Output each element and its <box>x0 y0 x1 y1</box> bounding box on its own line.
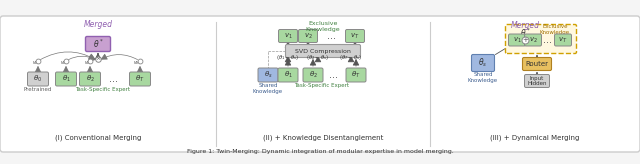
Text: $v_T$: $v_T$ <box>350 31 360 41</box>
Text: Merged: Merged <box>511 21 540 30</box>
Text: ...: ... <box>328 70 337 80</box>
FancyBboxPatch shape <box>346 30 365 42</box>
FancyBboxPatch shape <box>28 72 49 86</box>
FancyBboxPatch shape <box>303 68 323 82</box>
FancyBboxPatch shape <box>525 74 550 88</box>
Text: ...: ... <box>109 74 118 84</box>
FancyBboxPatch shape <box>79 72 100 86</box>
Text: Exclusive
Knowledge: Exclusive Knowledge <box>306 21 340 32</box>
Text: Pretrained: Pretrained <box>24 87 52 92</box>
Text: Shared
Knowledge: Shared Knowledge <box>253 83 283 94</box>
FancyBboxPatch shape <box>525 34 541 46</box>
Text: $(\theta_T-\theta_s)$: $(\theta_T-\theta_s)$ <box>339 52 362 62</box>
Text: ...: ... <box>543 35 552 45</box>
Text: $\theta^*$: $\theta^*$ <box>520 27 531 39</box>
Text: (I) Conventional Merging: (I) Conventional Merging <box>55 134 141 141</box>
Text: Input
Hidden: Input Hidden <box>527 76 547 86</box>
Text: (III) + Dynamical Merging: (III) + Dynamical Merging <box>490 134 580 141</box>
Text: $v_2$: $v_2$ <box>529 35 538 45</box>
FancyBboxPatch shape <box>522 58 552 71</box>
Text: $\theta_2$: $\theta_2$ <box>308 70 317 80</box>
Text: $\theta_1$: $\theta_1$ <box>284 70 292 80</box>
Text: $\theta_T$: $\theta_T$ <box>351 70 361 80</box>
Text: Merged: Merged <box>83 20 113 29</box>
Text: $\theta_0$: $\theta_0$ <box>33 74 43 84</box>
FancyBboxPatch shape <box>278 68 298 82</box>
Text: $w_2$: $w_2$ <box>84 59 92 67</box>
FancyBboxPatch shape <box>298 30 317 42</box>
FancyBboxPatch shape <box>285 44 360 58</box>
Text: Router: Router <box>525 61 548 67</box>
FancyBboxPatch shape <box>129 72 150 86</box>
Text: (II) + Knowledge Disentanglement: (II) + Knowledge Disentanglement <box>263 134 383 141</box>
Text: $w_0$: $w_0$ <box>31 59 40 67</box>
Text: Figure 1: Twin-Merging: Dynamic integration of modular expertise in model mergin: Figure 1: Twin-Merging: Dynamic integrat… <box>187 149 453 154</box>
FancyBboxPatch shape <box>278 30 298 42</box>
Text: $v_1$: $v_1$ <box>284 31 292 41</box>
Text: ×: × <box>95 57 100 62</box>
Text: Shared
Knowledge: Shared Knowledge <box>468 72 498 83</box>
Text: $v_T$: $v_T$ <box>558 35 568 45</box>
Text: $\theta_s$: $\theta_s$ <box>478 57 488 69</box>
FancyBboxPatch shape <box>0 16 640 152</box>
Text: $w_T$: $w_T$ <box>133 59 143 67</box>
Text: $(\theta_2-\theta_s)$: $(\theta_2-\theta_s)$ <box>307 52 330 62</box>
FancyBboxPatch shape <box>472 54 495 72</box>
Text: $w_1$: $w_1$ <box>60 59 68 67</box>
Text: +: + <box>522 37 528 43</box>
FancyBboxPatch shape <box>506 24 577 53</box>
Text: Exclusive
Knowledge: Exclusive Knowledge <box>540 24 570 35</box>
Text: $v_1$: $v_1$ <box>513 35 522 45</box>
FancyBboxPatch shape <box>346 68 366 82</box>
Text: $\theta^*$: $\theta^*$ <box>93 38 104 50</box>
FancyBboxPatch shape <box>554 34 572 46</box>
Text: $\theta_1$: $\theta_1$ <box>61 74 70 84</box>
Text: Task-Specific Expert: Task-Specific Expert <box>76 87 131 92</box>
FancyBboxPatch shape <box>56 72 77 86</box>
FancyBboxPatch shape <box>513 25 538 41</box>
Text: $\theta_2$: $\theta_2$ <box>86 74 95 84</box>
Text: Task-Specific Expert: Task-Specific Expert <box>294 83 349 88</box>
Text: $(\theta_1-\theta_s)$: $(\theta_1-\theta_s)$ <box>276 52 300 62</box>
Text: $\theta_T$: $\theta_T$ <box>135 74 145 84</box>
FancyBboxPatch shape <box>86 37 111 51</box>
Text: $\theta_s$: $\theta_s$ <box>264 70 273 80</box>
Text: ...: ... <box>326 31 335 41</box>
FancyBboxPatch shape <box>258 68 278 82</box>
Text: SVD Compression: SVD Compression <box>295 49 351 53</box>
Text: $v_2$: $v_2$ <box>303 31 312 41</box>
FancyBboxPatch shape <box>509 34 525 46</box>
